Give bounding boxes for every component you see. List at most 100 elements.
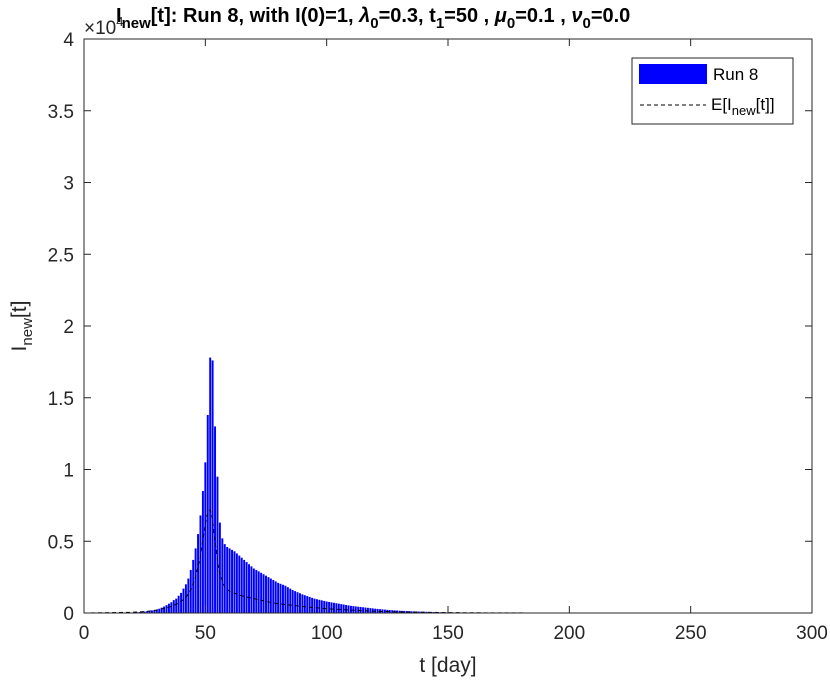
- bar: [194, 548, 197, 613]
- bar: [318, 599, 321, 613]
- bar: [172, 600, 175, 613]
- bar: [289, 588, 292, 613]
- bar: [291, 590, 294, 613]
- bar: [233, 551, 236, 613]
- bar: [231, 549, 233, 613]
- bar: [306, 596, 309, 613]
- bar: [180, 592, 183, 613]
- bar: [163, 606, 166, 613]
- bar: [330, 602, 333, 613]
- bar: [204, 462, 207, 613]
- bar: [211, 360, 214, 613]
- bar: [362, 607, 365, 613]
- bar: [255, 569, 258, 613]
- bar: [328, 601, 331, 613]
- y-tick-label: 3: [63, 174, 74, 195]
- x-tick-label: 250: [675, 623, 707, 644]
- bar: [252, 568, 255, 613]
- bar: [303, 595, 306, 613]
- x-axis-ticks: 0 50 100 150 200 250 300: [79, 39, 828, 644]
- bar: [383, 609, 386, 613]
- x-axis-label: t [day]: [419, 654, 476, 677]
- bar: [366, 607, 369, 613]
- bar: [357, 606, 360, 613]
- bar: [272, 579, 275, 613]
- y-tick-label: 3.5: [48, 102, 74, 123]
- y-tick-label: 2: [63, 317, 74, 338]
- y-tick-label: 2.5: [48, 245, 74, 266]
- bar: [284, 585, 287, 613]
- bar: [311, 597, 314, 613]
- bar: [177, 595, 180, 613]
- bar: [248, 564, 250, 613]
- legend: Run 8 E[Inew[t]]: [631, 57, 794, 125]
- bar: [148, 610, 151, 613]
- bar: [296, 592, 299, 613]
- bar: [150, 610, 153, 613]
- bar: [260, 572, 263, 613]
- bar: [425, 611, 428, 613]
- bar: [187, 578, 190, 613]
- bar-series-run-8: [85, 357, 811, 613]
- y-tick-label: 4: [63, 30, 74, 51]
- x-tick-label: 100: [311, 623, 343, 644]
- bar: [228, 548, 231, 613]
- bar: [216, 476, 219, 613]
- bar: [359, 606, 362, 613]
- bar: [170, 602, 173, 613]
- bar: [167, 603, 170, 613]
- x-tick-label: 300: [796, 623, 828, 644]
- bar: [192, 559, 195, 613]
- bar: [245, 562, 248, 613]
- y-axis-ticks: 0 0.5 1 1.5 2 2.5 3 3.5 4: [48, 30, 812, 625]
- bar: [221, 538, 224, 613]
- bar: [197, 534, 200, 613]
- bar: [146, 611, 149, 613]
- bar: [267, 577, 270, 613]
- legend-label-expected: E[Inew[t]]: [711, 95, 775, 118]
- y-axis-label: Inew[t]: [8, 301, 36, 352]
- bar: [417, 611, 420, 613]
- bar: [199, 515, 202, 613]
- x-tick-label: 0: [79, 623, 90, 644]
- bar: [269, 578, 272, 613]
- bar: [235, 553, 238, 613]
- y-tick-label: 0: [63, 604, 74, 625]
- bar: [238, 555, 241, 613]
- bar: [160, 607, 163, 613]
- y-tick-label: 1: [63, 461, 74, 482]
- bar: [274, 581, 277, 613]
- bar: [209, 357, 212, 613]
- bar: [155, 609, 158, 613]
- y-tick-label: 0.5: [48, 532, 74, 553]
- bar: [398, 610, 401, 613]
- bar: [340, 604, 343, 613]
- bar: [299, 593, 301, 613]
- bar: [218, 522, 221, 613]
- bar: [403, 610, 406, 613]
- bar: [182, 588, 185, 613]
- bar: [332, 602, 335, 613]
- x-tick-label: 150: [432, 623, 464, 644]
- bar: [352, 606, 355, 613]
- bar: [189, 569, 192, 613]
- bar: [364, 607, 367, 613]
- bar: [388, 610, 391, 613]
- bar: [320, 600, 323, 613]
- x-tick-label: 200: [553, 623, 585, 644]
- bar: [223, 544, 226, 613]
- bar: [226, 546, 229, 613]
- bar: [313, 598, 316, 613]
- bar: [184, 584, 187, 613]
- bar: [315, 599, 318, 613]
- bar: [294, 591, 297, 613]
- y-tick-label: 1.5: [48, 389, 74, 410]
- bar: [262, 574, 265, 613]
- bar: [158, 608, 161, 613]
- bar: [335, 603, 338, 613]
- bar: [347, 605, 350, 613]
- bar: [214, 426, 217, 613]
- legend-label-run-8: Run 8: [713, 65, 758, 84]
- expected-value-line: [83, 508, 812, 614]
- bar: [143, 611, 146, 613]
